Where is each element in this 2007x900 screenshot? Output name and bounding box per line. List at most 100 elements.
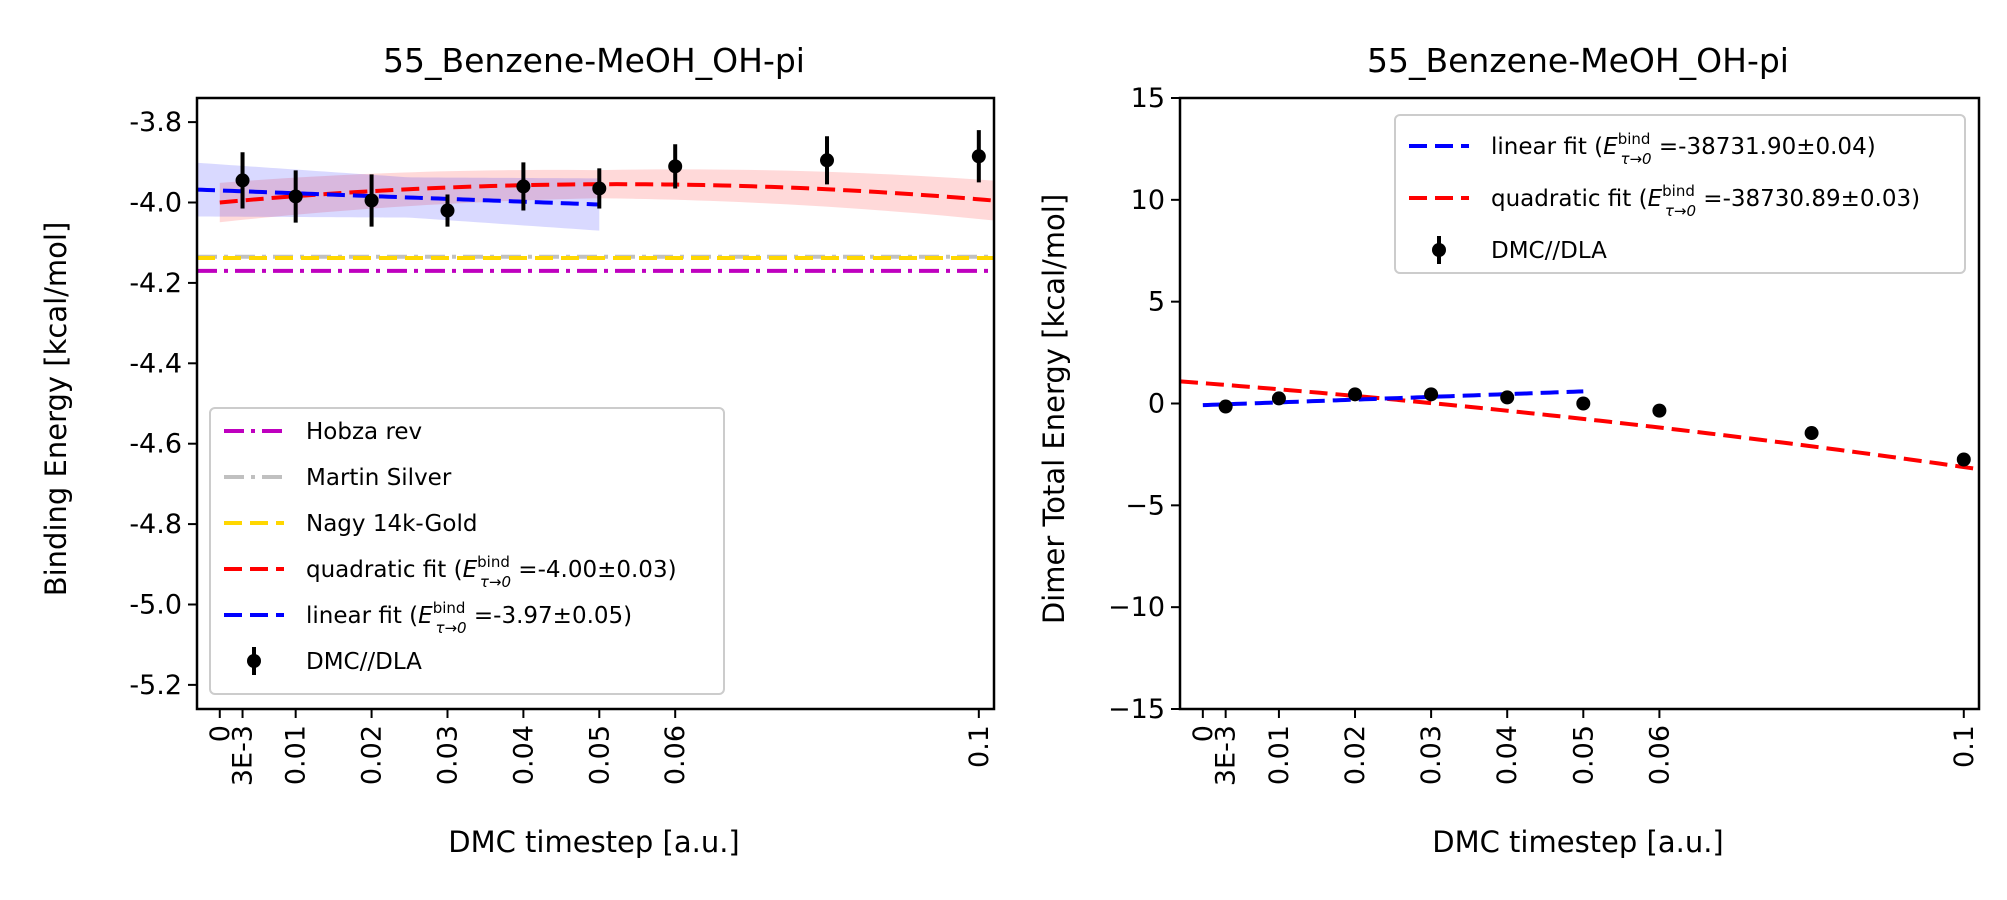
fit-line-quadratic-fit: [1180, 379, 1979, 472]
data-point: [592, 181, 607, 196]
legend-label-text: Hobza rev: [306, 419, 422, 445]
legend-handle: [1432, 243, 1446, 257]
legend-label: quadratic fit (Ebind τ→0 =-38730.89±0.03): [1491, 182, 1920, 220]
legend-label-subscript: τ→0: [1665, 202, 1696, 220]
chart-title: 55_Benzene-MeOH_OH-pi: [1367, 41, 1789, 80]
y-tick-label: -4.2: [129, 268, 182, 299]
x-tick-label: 0.02: [357, 725, 388, 785]
x-tick-label: 0.01: [281, 725, 312, 785]
binding-energy-panel: 55_Benzene-MeOH_OH-pi DMC timestep [a.u.…: [39, 41, 996, 859]
legend-label-superscript: bind: [1618, 130, 1651, 148]
y-tick-label: 0: [1148, 389, 1165, 420]
legend: Hobza rev Martin Silver Nagy 14k-Gold quadr…: [209, 407, 725, 695]
data-point: [971, 149, 986, 164]
x-tick-label: 0.06: [660, 725, 691, 785]
x-tick-label: 0: [1188, 725, 1219, 742]
x-tick-label: 0.03: [432, 725, 463, 785]
legend-label: Nagy 14k-Gold: [306, 511, 477, 537]
fit-line-linear-fit: [197, 187, 600, 207]
legend-label: quadratic fit (Ebind τ→0 =-4.00±0.03): [306, 553, 677, 591]
legend-label-value: =-3.97±0.05): [467, 603, 633, 629]
x-tick-label: 0: [205, 725, 236, 742]
y-tick-label: -4.0: [129, 188, 182, 219]
y-tick-label: −5: [1125, 490, 1165, 521]
axis-ticks: -3.8 -4.0 -4.2 -4.4 -4.6 -4.8 -5.0 -5.2 03E-3 0.0…: [129, 107, 995, 786]
y-tick-label: -3.8: [129, 107, 182, 138]
data-point: [1652, 403, 1667, 418]
legend-label-symbol: E: [1648, 186, 1663, 212]
x-tick-label: 0.04: [1492, 725, 1523, 785]
y-tick-label: −15: [1108, 694, 1165, 725]
legend-label-subscript: τ→0: [1620, 150, 1651, 168]
legend-label-symbol: E: [463, 557, 478, 583]
legend-label: DMC//DLA: [1491, 238, 1607, 264]
y-tick-label: 10: [1131, 185, 1165, 216]
data-point: [1218, 399, 1233, 414]
y-axis-label: Binding Energy [kcal/mol]: [39, 222, 73, 597]
legend-label-text: linear fit (: [1491, 134, 1603, 160]
y-tick-label: -5.0: [129, 589, 182, 620]
y-tick-label: -4.8: [129, 509, 182, 540]
legend-handle: [247, 654, 261, 668]
data-point: [440, 203, 455, 218]
data-point: [820, 153, 835, 168]
legend-label-text: DMC//DLA: [306, 649, 422, 675]
legend-label-value: =-38731.90±0.04): [1652, 134, 1876, 160]
fit-line-linear-fit: [1202, 389, 1584, 408]
legend-label-symbol: E: [418, 603, 433, 629]
legend-label-symbol: E: [1603, 134, 1618, 160]
x-tick-label: 0.02: [1340, 725, 1371, 785]
data-point: [288, 189, 303, 204]
legend-label-text: quadratic fit (: [306, 557, 463, 583]
legend-label: linear fit (Ebind τ→0 =-3.97±0.05): [306, 599, 632, 637]
legend-label-text: quadratic fit (: [1491, 186, 1648, 212]
data-point: [1576, 396, 1591, 411]
data-point: [235, 173, 250, 188]
plot-content: [1180, 379, 1979, 472]
plot-frame: [195, 96, 996, 711]
legend-label-superscript: bind: [433, 599, 466, 617]
x-tick-label: 3E-3: [228, 725, 259, 786]
plot-content: [197, 130, 994, 273]
x-tick-label: 0.04: [508, 725, 539, 785]
legend-label-value: =-38730.89±0.03): [1696, 186, 1920, 212]
y-tick-label: −10: [1108, 592, 1165, 623]
data-point: [1956, 452, 1971, 467]
plot-area: [195, 96, 996, 711]
legend-label-superscript: bind: [1662, 182, 1695, 200]
chart-title: 55_Benzene-MeOH_OH-pi: [383, 41, 805, 80]
legend-frame: [1394, 114, 1966, 274]
legend-label-subscript: τ→0: [480, 573, 511, 591]
data-point: [1500, 390, 1515, 405]
legend-label: DMC//DLA: [306, 649, 422, 675]
legend-label: Hobza rev: [306, 419, 422, 445]
legend-label-superscript: bind: [477, 553, 510, 571]
legend-label-subscript: τ→0: [435, 619, 466, 637]
x-axis-label: DMC timestep [a.u.]: [448, 825, 740, 859]
legend-label-text: DMC//DLA: [1491, 238, 1607, 264]
y-tick-label: 5: [1148, 287, 1165, 318]
y-tick-label: 15: [1131, 83, 1165, 114]
x-tick-label: 0.1: [1949, 725, 1980, 768]
y-tick-label: -4.6: [129, 429, 182, 460]
y-tick-label: -4.4: [129, 348, 182, 379]
data-point: [1424, 387, 1439, 402]
y-tick-label: -5.2: [129, 670, 182, 701]
legend-label-text: linear fit (: [306, 603, 418, 629]
legend-label-text: Martin Silver: [306, 465, 452, 491]
x-tick-label: 0.1: [964, 725, 995, 768]
dimer-total-energy-panel: 55_Benzene-MeOH_OH-pi DMC timestep [a.u.…: [1037, 41, 1981, 859]
legend: linear fit (Ebind τ→0 =-38731.90±0.04)qua…: [1394, 114, 1966, 274]
y-axis-label: Dimer Total Energy [kcal/mol]: [1037, 194, 1071, 624]
x-tick-label: 0.05: [584, 725, 615, 785]
legend-label-value: =-4.00±0.03): [511, 557, 677, 583]
x-tick-label: 0.01: [1264, 725, 1295, 785]
x-tick-label: 0.06: [1644, 725, 1675, 785]
x-axis-label: DMC timestep [a.u.]: [1432, 825, 1724, 859]
fit-band-quadratic-fit: [219, 169, 994, 223]
legend-label: linear fit (Ebind τ→0 =-38731.90±0.04): [1491, 130, 1876, 168]
x-tick-label: 3E-3: [1211, 725, 1242, 786]
x-tick-label: 0.05: [1568, 725, 1599, 785]
